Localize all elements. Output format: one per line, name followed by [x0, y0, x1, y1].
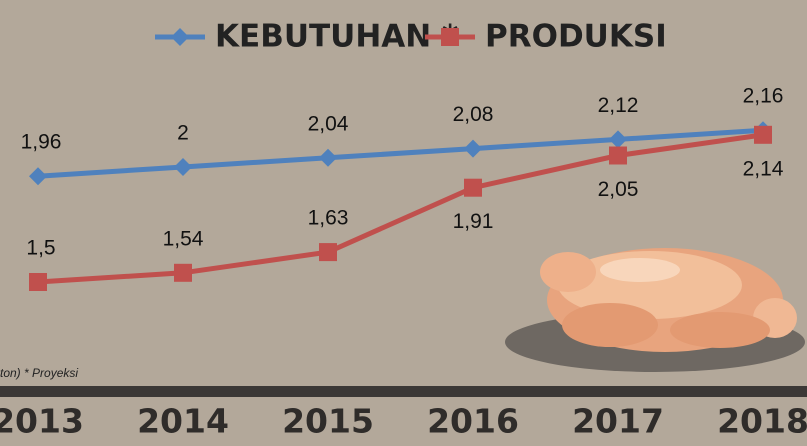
data-label: 2,05: [598, 178, 639, 201]
series-line: [37, 132, 764, 285]
x-tick-label: 2018: [717, 402, 807, 441]
x-tick-label: 2016: [427, 402, 519, 441]
series-line: [37, 127, 764, 179]
legend-marker: [441, 28, 459, 46]
data-label: 2,14: [743, 157, 784, 180]
data-point: [609, 146, 627, 165]
data-label: 2,08: [453, 103, 494, 126]
data-label: 2: [177, 122, 189, 145]
data-label: 2,16: [743, 85, 784, 108]
data-point: [29, 273, 47, 291]
data-point: [464, 178, 482, 197]
legend-marker: [171, 28, 189, 46]
chicken-illustration: [505, 248, 805, 372]
data-point: [609, 130, 627, 149]
divider: [0, 386, 807, 397]
data-point: [464, 139, 482, 158]
x-tick-label: 2014: [137, 402, 229, 441]
data-point: [754, 125, 772, 144]
data-point: [319, 148, 337, 167]
x-tick-label: 2015: [282, 402, 374, 441]
legend-label: PRODUKSI: [485, 19, 667, 55]
data-label: 1,54: [163, 227, 204, 250]
data-label: 1,5: [26, 237, 55, 260]
x-tick-label: 2013: [0, 402, 84, 441]
data-label: 2,04: [308, 112, 349, 135]
x-tick-label: 2017: [572, 402, 664, 441]
data-label: 2,12: [598, 94, 639, 117]
data-point: [174, 158, 192, 176]
note: ton) * Proyeksi: [0, 366, 78, 380]
data-point: [174, 263, 192, 282]
legend-label: KEBUTUHAN *: [215, 19, 458, 55]
data-label: 1,63: [308, 207, 349, 230]
data-label: 1,91: [453, 210, 494, 233]
data-point: [29, 167, 47, 186]
data-label: 1,96: [21, 131, 62, 154]
data-point: [319, 243, 337, 262]
